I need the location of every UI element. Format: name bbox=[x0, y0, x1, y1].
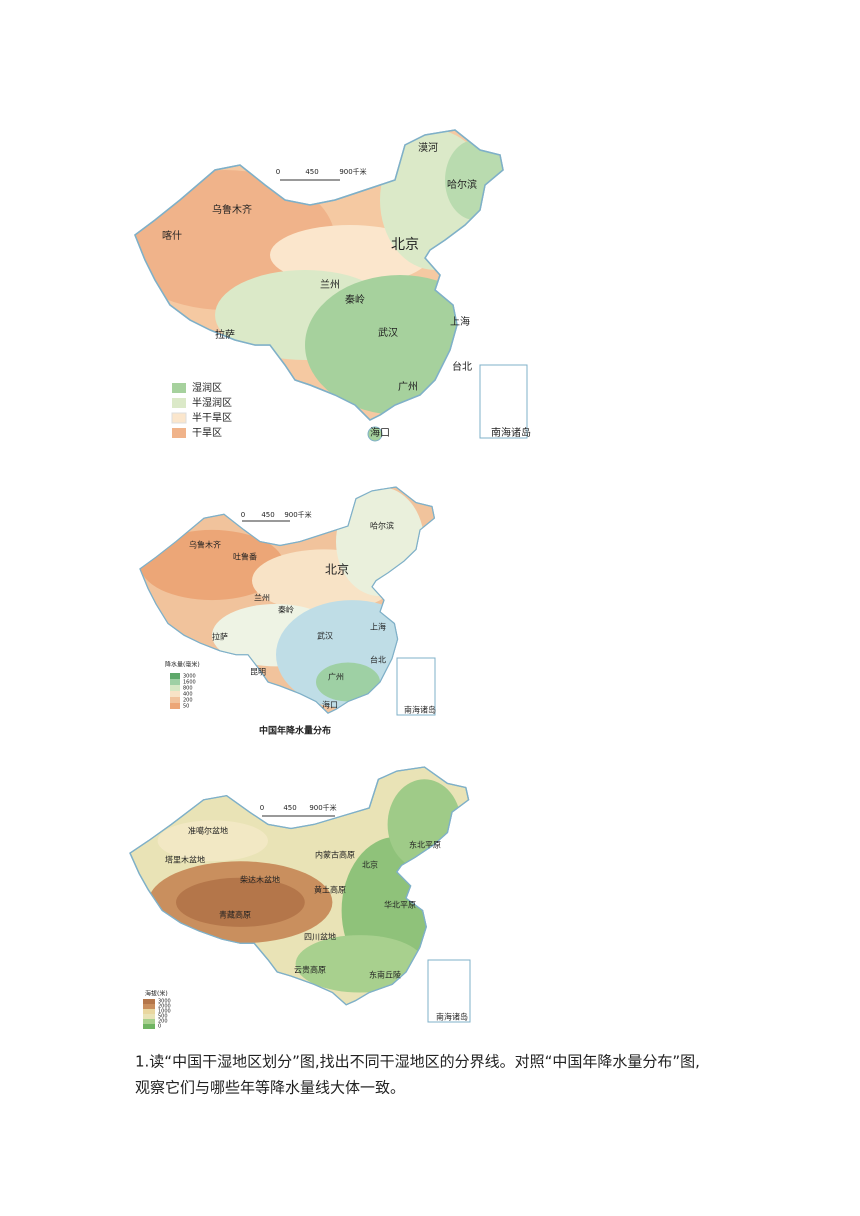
legend-label: 200 bbox=[158, 1019, 168, 1025]
inset-frame bbox=[396, 657, 436, 716]
legend-label: 湿润区 bbox=[192, 381, 222, 394]
place-label: 拉萨 bbox=[212, 632, 228, 642]
legend-label: 3000 bbox=[158, 999, 171, 1005]
place-label: 哈尔滨 bbox=[370, 521, 394, 531]
place-label: 青藏高原 bbox=[219, 910, 251, 920]
place-label: 准噶尔盆地 bbox=[188, 826, 228, 836]
place-label: 乌鲁木齐 bbox=[189, 540, 221, 550]
legend-label: 400 bbox=[183, 692, 193, 698]
legend-swatch bbox=[172, 398, 186, 408]
scale-label: 450 bbox=[305, 168, 318, 176]
place-label: 南海诸岛 bbox=[404, 705, 436, 715]
place-label: 海口 bbox=[370, 426, 390, 439]
legend-label: 800 bbox=[183, 686, 193, 692]
legend-label: 干旱区 bbox=[192, 427, 222, 439]
place-label: 吐鲁番 bbox=[233, 552, 257, 562]
place-label: 北京 bbox=[362, 860, 378, 870]
place-label: 昆明 bbox=[250, 668, 266, 677]
place-label: 武汉 bbox=[378, 326, 398, 339]
map-dry-wet bbox=[134, 129, 504, 442]
map-caption: 中国年降水量分布 bbox=[259, 725, 331, 737]
place-label: 云贵高原 bbox=[294, 965, 326, 975]
place-label: 漠河 bbox=[418, 142, 438, 154]
place-label: 北京 bbox=[325, 563, 349, 577]
scale-label: 900千米 bbox=[309, 803, 336, 812]
inset-frame bbox=[427, 959, 471, 1023]
place-label: 拉萨 bbox=[215, 328, 235, 341]
scale-label: 900千米 bbox=[284, 510, 311, 519]
place-label: 秦岭 bbox=[278, 605, 294, 615]
place-label: 上海 bbox=[450, 315, 470, 328]
legend-label: 半干旱区 bbox=[192, 411, 232, 424]
legend-label: 2000 bbox=[158, 1004, 171, 1010]
scale-label: 450 bbox=[283, 804, 296, 812]
place-label: 塔里木盆地 bbox=[165, 855, 205, 865]
place-label: 四川盆地 bbox=[304, 932, 336, 942]
scale-label: 0 bbox=[276, 168, 280, 176]
scale-label: 450 bbox=[261, 511, 274, 519]
place-label: 武汉 bbox=[317, 631, 333, 641]
place-label: 海口 bbox=[322, 700, 338, 710]
legend-label: 500 bbox=[158, 1014, 168, 1020]
place-label: 南海诸岛 bbox=[436, 1012, 468, 1022]
place-label: 秦岭 bbox=[345, 293, 365, 306]
place-label: 内蒙古高原 bbox=[315, 850, 355, 860]
legend-label: 0 bbox=[158, 1024, 161, 1030]
scale-label: 0 bbox=[241, 511, 245, 519]
legend-swatches bbox=[143, 999, 155, 1029]
place-label: 广州 bbox=[328, 672, 344, 682]
legend-label: 半湿润区 bbox=[192, 396, 232, 409]
legend-title: 海拔(米) bbox=[145, 990, 168, 998]
place-label: 上海 bbox=[370, 622, 386, 632]
legend-swatch bbox=[172, 383, 186, 393]
place-label: 乌鲁木齐 bbox=[212, 203, 252, 216]
place-label: 兰州 bbox=[254, 593, 270, 603]
legend-title: 降水量(毫米) bbox=[165, 661, 200, 669]
place-label: 兰州 bbox=[320, 278, 340, 291]
legend-swatches bbox=[170, 673, 180, 709]
question-text: 1.读“中国干湿地区划分”图,找出不同干湿地区的分界线。对照“中国年降水量分布”… bbox=[135, 1053, 700, 1071]
scale-label: 900千米 bbox=[339, 167, 366, 176]
legend-swatch bbox=[171, 412, 187, 424]
legend-label: 200 bbox=[183, 698, 193, 704]
place-label: 南海诸岛 bbox=[491, 426, 531, 439]
legend-label: 3000 bbox=[183, 674, 196, 680]
legend-swatch bbox=[172, 428, 186, 438]
legend-label: 1000 bbox=[158, 1009, 171, 1015]
place-label: 喀什 bbox=[162, 229, 182, 242]
place-label: 华北平原 bbox=[384, 900, 416, 910]
scale-label: 0 bbox=[260, 804, 264, 812]
inset-frame bbox=[479, 364, 528, 439]
place-label: 柴达木盆地 bbox=[240, 875, 280, 885]
place-label: 台北 bbox=[452, 360, 472, 373]
place-label: 广州 bbox=[398, 381, 418, 393]
place-label: 东南丘陵 bbox=[369, 970, 401, 980]
legend-label: 1600 bbox=[183, 680, 196, 686]
legend-label: 50 bbox=[183, 704, 189, 710]
place-label: 哈尔滨 bbox=[447, 178, 477, 191]
place-label: 黄土高原 bbox=[314, 885, 346, 895]
place-label: 台北 bbox=[370, 655, 386, 665]
question-text: 观察它们与哪些年等降水量线大体一致。 bbox=[135, 1079, 405, 1097]
place-label: 东北平原 bbox=[409, 840, 441, 850]
place-label: 北京 bbox=[391, 237, 419, 253]
